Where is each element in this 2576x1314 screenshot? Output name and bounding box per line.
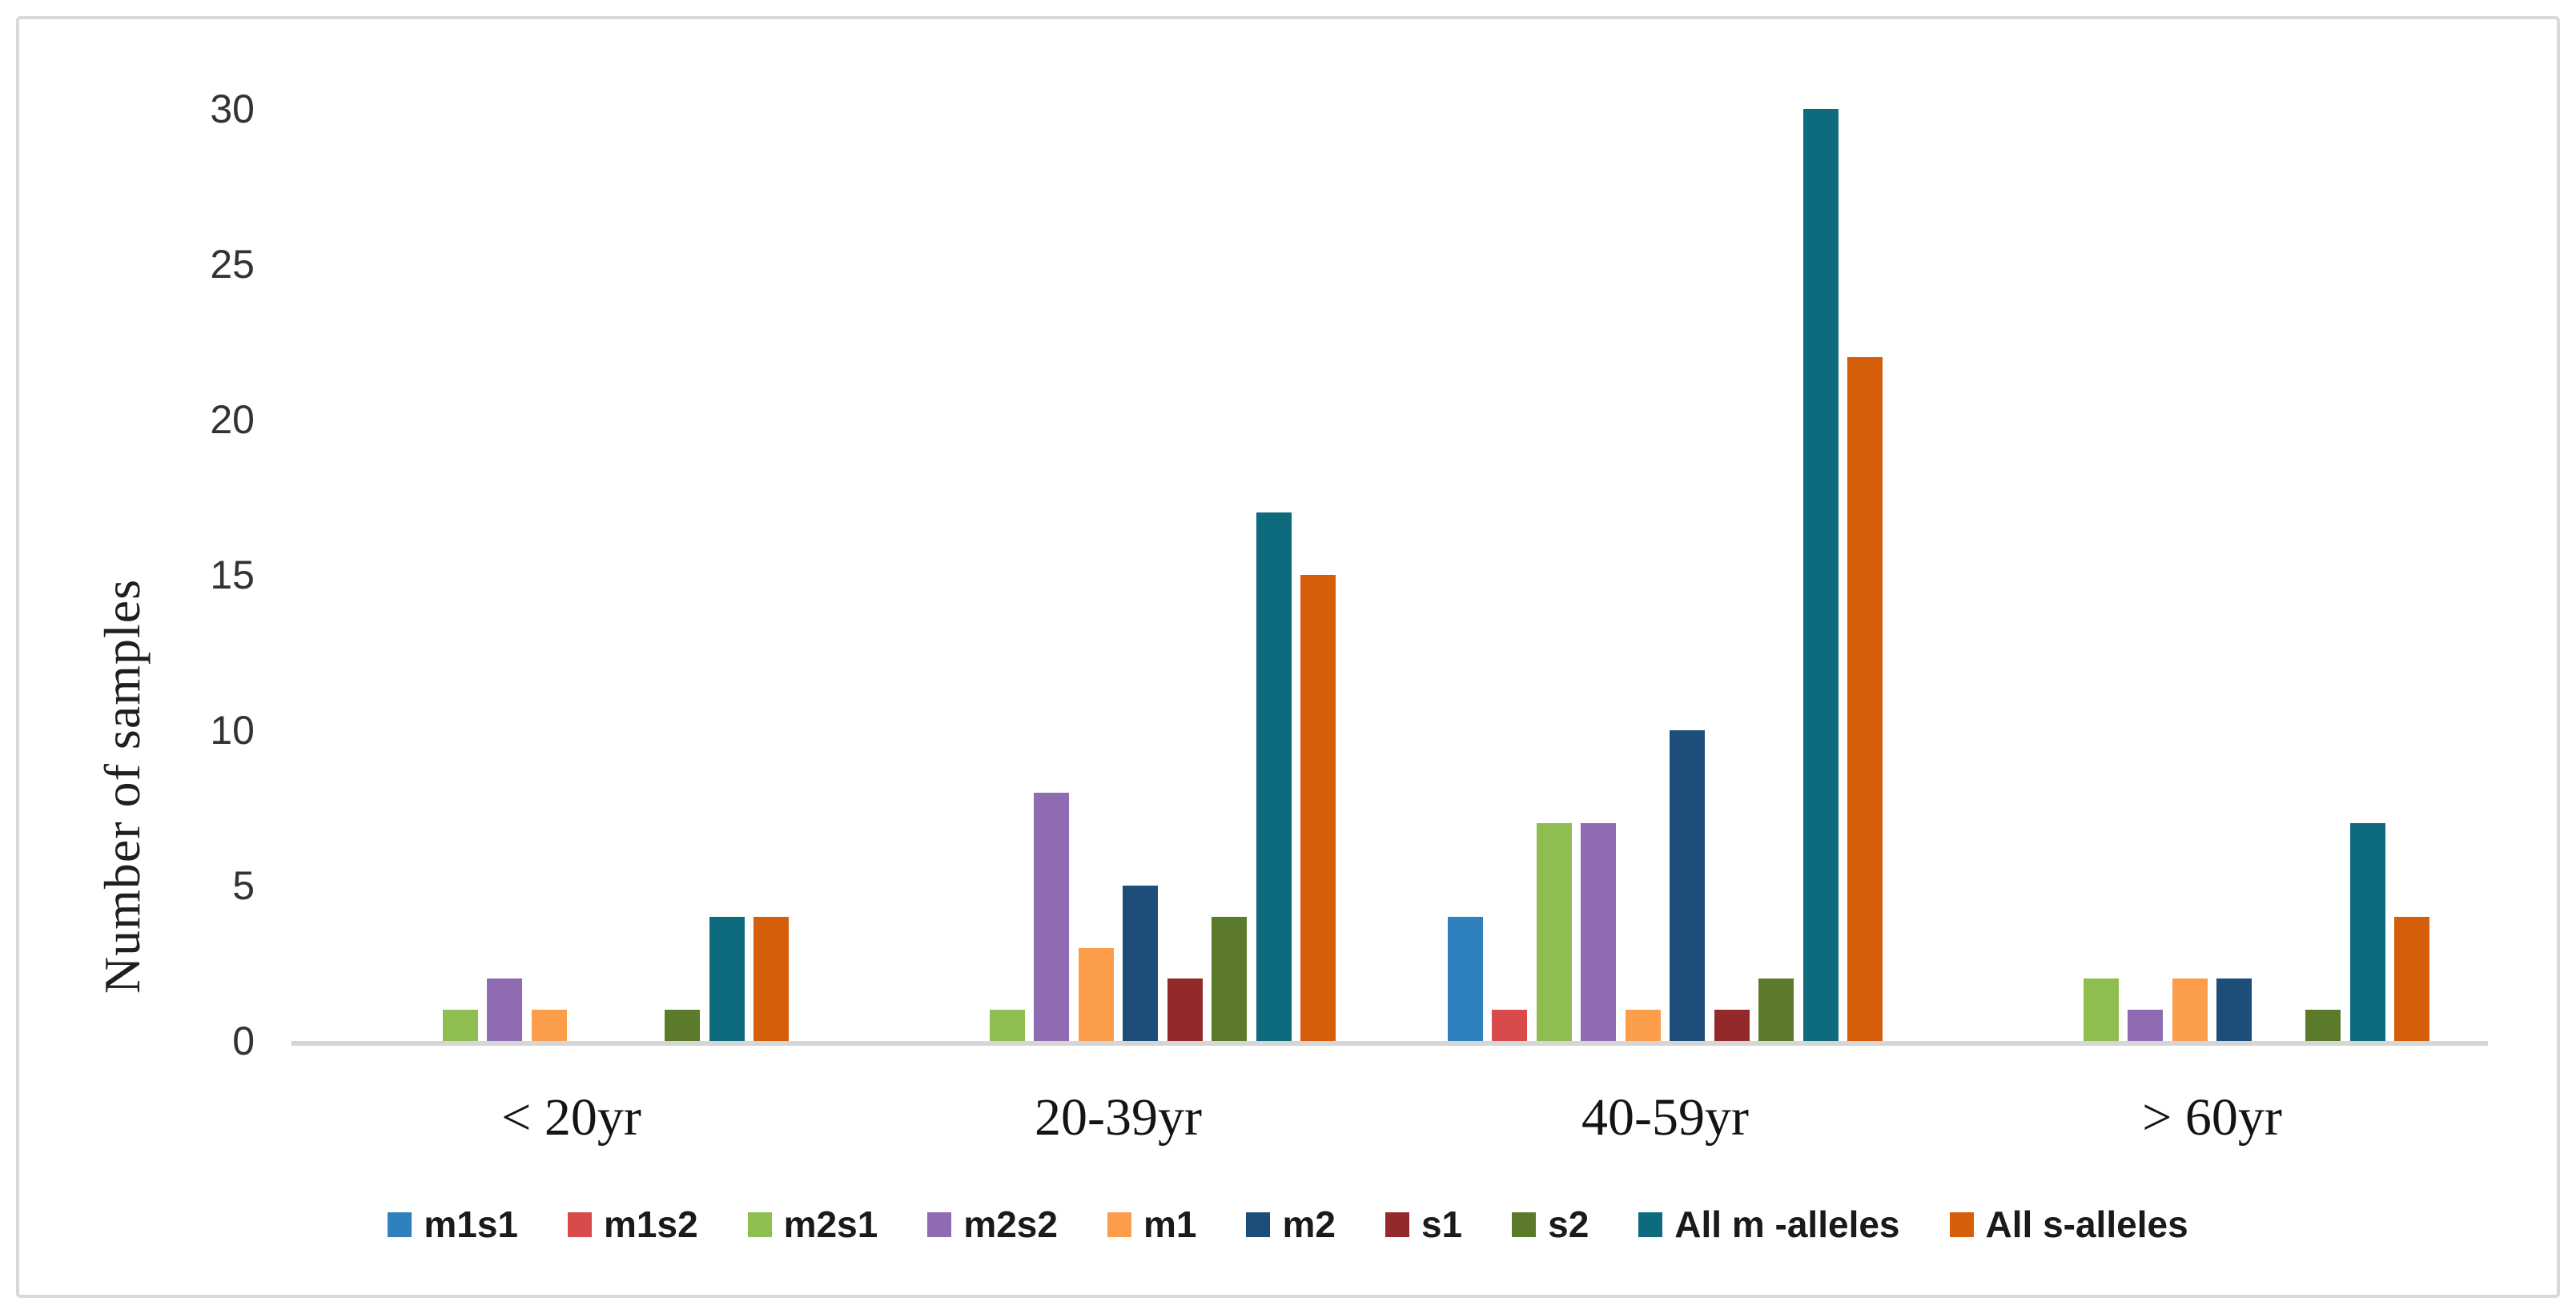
bar-s2: [665, 1010, 701, 1041]
legend-label: m1s1: [424, 1203, 518, 1245]
bar-all-s-alleles: [1300, 575, 1336, 1041]
bar-m2s2: [487, 978, 523, 1041]
x-category-label: > 60yr: [2142, 1088, 2282, 1147]
y-tick-label: 0: [232, 1019, 255, 1063]
legend-swatch-icon: [747, 1212, 772, 1237]
bar-all-s-alleles: [2394, 916, 2430, 1041]
bar-m1: [1625, 1010, 1661, 1041]
y-tick-label: 20: [210, 397, 255, 442]
bar-m2s1: [989, 1010, 1025, 1041]
bar-all-s-alleles: [754, 916, 790, 1041]
legend-swatch-icon: [1246, 1212, 1271, 1237]
bar-m1: [531, 1010, 567, 1041]
legend: m1s1 m1s2 m2s1 m2s2 m1 m2 s1 s2 All m -alleles Al…: [0, 1203, 2576, 1246]
legend-label: All s-alleles: [1985, 1203, 2188, 1245]
legend-label: m2s2: [963, 1203, 1058, 1245]
legend-item: All m -alleles: [1638, 1203, 1900, 1246]
bar-all-m-alleles: [1256, 512, 1292, 1041]
bar-all-m-alleles: [709, 916, 745, 1041]
bar-m1: [1078, 947, 1114, 1041]
legend-item: m1: [1107, 1203, 1196, 1246]
legend-swatch-icon: [1512, 1212, 1537, 1237]
x-category-label: 20-39yr: [1035, 1088, 1202, 1147]
bar-m2: [1123, 886, 1159, 1041]
bar-s2: [1212, 916, 1248, 1041]
bar-m2: [1670, 730, 1706, 1041]
bar-all-s-alleles: [1847, 357, 1883, 1041]
bar-s2: [1758, 978, 1794, 1041]
legend-item: All s-alleles: [1949, 1203, 2188, 1246]
bar-m2s1: [2083, 978, 2119, 1041]
x-axis-line: [291, 1041, 2488, 1046]
bar-all-m-alleles: [2349, 823, 2385, 1041]
legend-label: m2s1: [783, 1203, 878, 1245]
legend-swatch-icon: [1638, 1212, 1663, 1237]
y-tick-label: 30: [210, 86, 255, 131]
bar-s1: [1167, 978, 1203, 1041]
legend-label: s1: [1421, 1203, 1463, 1245]
legend-item: m1s1: [388, 1203, 518, 1246]
legend-item: m2: [1246, 1203, 1336, 1246]
legend-swatch-icon: [1949, 1212, 1974, 1237]
legend-label: m1: [1143, 1203, 1197, 1245]
bar-m2s1: [1536, 823, 1572, 1041]
bar-m1s1: [1447, 916, 1483, 1041]
legend-label: All m -alleles: [1674, 1203, 1900, 1245]
x-category-label: < 20yr: [501, 1088, 641, 1147]
legend-swatch-icon: [568, 1212, 592, 1237]
legend-swatch-icon: [1384, 1212, 1409, 1237]
bar-m2s2: [1034, 792, 1070, 1041]
y-tick-label: 5: [232, 863, 255, 908]
legend-swatch-icon: [1107, 1212, 1131, 1237]
legend-label: s2: [1548, 1203, 1589, 1245]
x-category-label: 40-59yr: [1581, 1088, 1749, 1147]
legend-label: m2: [1282, 1203, 1336, 1245]
bar-m2s2: [1581, 823, 1617, 1041]
y-tick-label: 10: [210, 708, 255, 753]
legend-swatch-icon: [388, 1212, 412, 1237]
legend-item: s2: [1512, 1203, 1589, 1246]
bar-m1: [2172, 978, 2208, 1041]
bar-s2: [2305, 1010, 2341, 1041]
legend-item: s1: [1384, 1203, 1463, 1246]
bar-m2s1: [442, 1010, 478, 1041]
bar-m2: [2216, 978, 2252, 1041]
legend-label: m1s2: [604, 1203, 698, 1245]
y-tick-label: 15: [210, 553, 255, 597]
legend-item: m1s2: [568, 1203, 698, 1246]
bar-m1s2: [1492, 1010, 1528, 1041]
y-tick-label: 25: [210, 242, 255, 287]
legend-swatch-icon: [927, 1212, 952, 1237]
legend-item: m2s1: [747, 1203, 878, 1246]
bar-m2s2: [2128, 1010, 2164, 1041]
legend-item: m2s2: [927, 1203, 1058, 1246]
bar-s1: [1714, 1010, 1750, 1041]
bar-all-m-alleles: [1802, 109, 1839, 1041]
